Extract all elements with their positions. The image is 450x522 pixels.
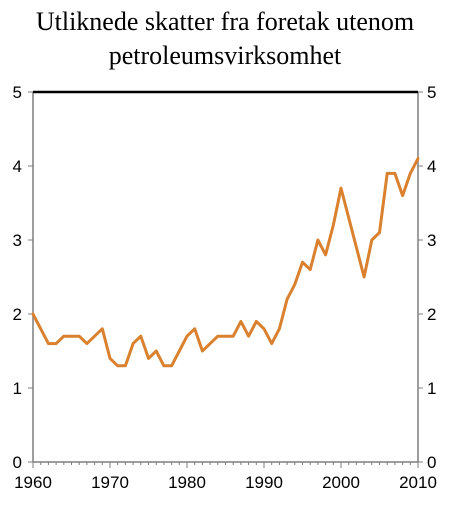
y-tick-label-left: 4 (13, 157, 22, 176)
x-tick-label: 1960 (14, 473, 52, 492)
x-tick-label: 1990 (245, 473, 283, 492)
x-tick-label: 1970 (91, 473, 129, 492)
y-tick-label-left: 5 (13, 83, 22, 102)
y-tick-label-left: 1 (13, 379, 22, 398)
tick-labels: 0 1 2 3 4 5 0 1 2 3 4 5 1960 1970 1980 1990 2000 2010 (13, 83, 437, 492)
chart-title-line-1: Utliknede skatter fra foretak utenom (36, 7, 414, 36)
y-tick-label-right: 0 (427, 453, 436, 472)
x-tick-label: 1980 (168, 473, 206, 492)
y-tick-label-right: 1 (427, 379, 436, 398)
y-tick-label-right: 4 (427, 157, 436, 176)
y-tick-label-right: 2 (427, 305, 436, 324)
series-line (31, 157, 420, 368)
y-tick-label-left: 0 (13, 453, 22, 472)
y-tick-label-right: 3 (427, 231, 436, 250)
y-tick-label-right: 5 (427, 83, 436, 102)
plot-axes (28, 90, 423, 468)
chart-title-line-2: petroleumsvirksomhet (109, 41, 342, 70)
x-tick-label: 2010 (399, 473, 437, 492)
y-tick-label-left: 3 (13, 231, 22, 250)
x-tick-label: 2000 (322, 473, 360, 492)
y-tick-label-left: 2 (13, 305, 22, 324)
